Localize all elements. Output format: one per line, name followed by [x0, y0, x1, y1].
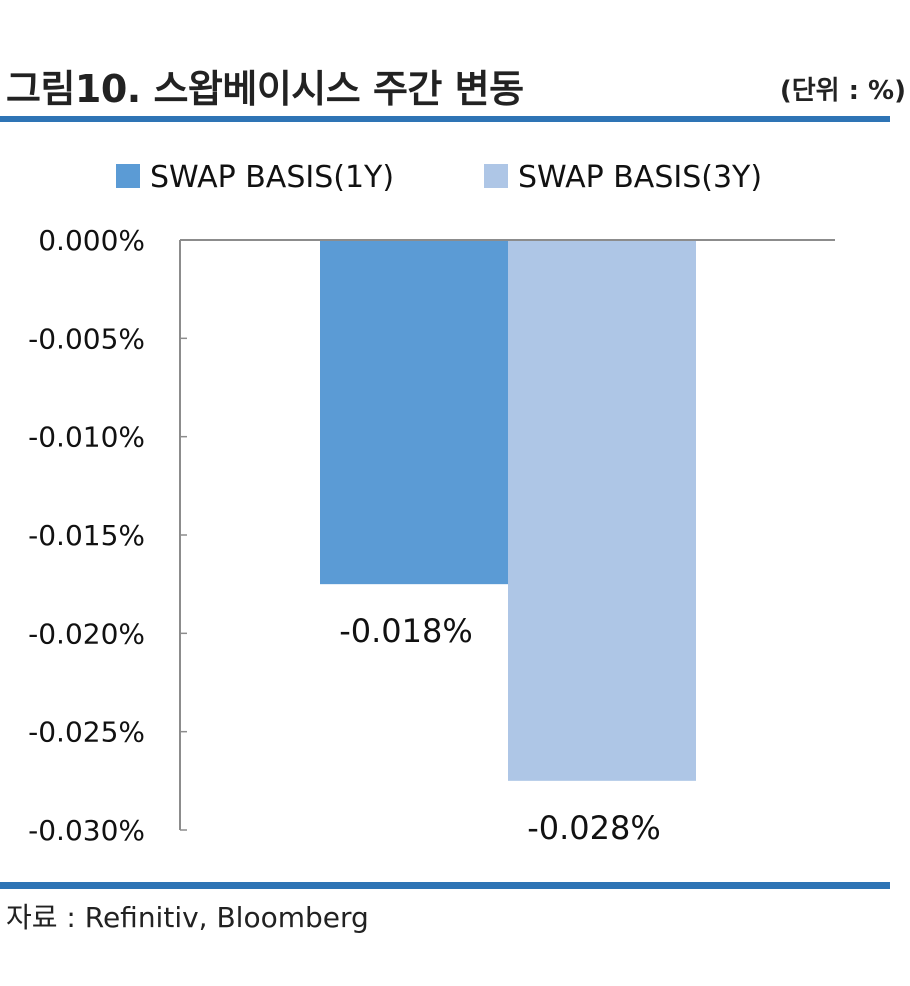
y-tick-label: 0.000%: [38, 224, 145, 257]
bar-2: [508, 240, 696, 781]
y-tick-label: -0.005%: [28, 322, 145, 355]
legend-swatch-2: [484, 164, 508, 188]
data-label-2: -0.028%: [527, 809, 661, 847]
top-divider: [0, 116, 890, 122]
legend-label-2: SWAP BASIS(3Y): [518, 160, 762, 195]
data-label-1: -0.018%: [339, 612, 473, 650]
y-tick-label: -0.025%: [28, 716, 145, 749]
legend-swatch-1: [116, 164, 140, 188]
y-tick-label: -0.015%: [28, 519, 145, 552]
unit-label: (단위 : %): [779, 76, 906, 106]
y-tick-label: -0.020%: [28, 617, 145, 650]
legend-label-1: SWAP BASIS(1Y): [150, 160, 394, 195]
bottom-divider: [0, 882, 890, 889]
bar-chart: SWAP BASIS(1Y) SWAP BASIS(3Y) 0.000% -0.005…: [28, 160, 835, 847]
y-tick-label: -0.030%: [28, 814, 145, 847]
chart-title: 그림10. 스왑베이시스 주간 변동: [6, 67, 524, 111]
y-tick-label: -0.010%: [28, 421, 145, 454]
bar-1: [320, 240, 508, 585]
source-note: 자료 : Refinitiv, Bloomberg: [6, 901, 369, 934]
